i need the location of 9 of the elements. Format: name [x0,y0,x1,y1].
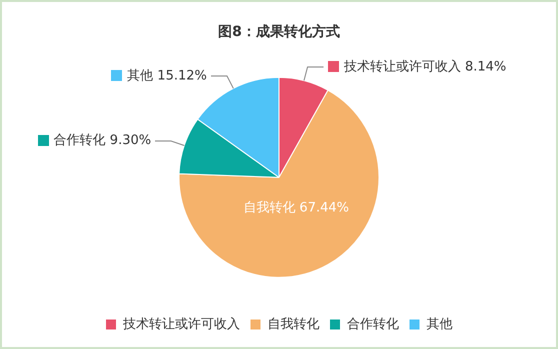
category-label: 其他 15.12% [127,68,207,84]
legend-label: 自我转化 [268,316,320,332]
category-label: 合作转化 9.30% [54,132,152,148]
chart-title: 图8：成果转化方式 [218,23,340,40]
category-label: 自我转化 67.44% [243,200,349,216]
category-label: 技术转让或许可收入 8.14% [344,59,506,74]
legend-label: 其他 [426,316,452,332]
legend-label: 技术转让或许可收入 [122,316,240,332]
legend-label: 合作转化 [347,316,399,332]
